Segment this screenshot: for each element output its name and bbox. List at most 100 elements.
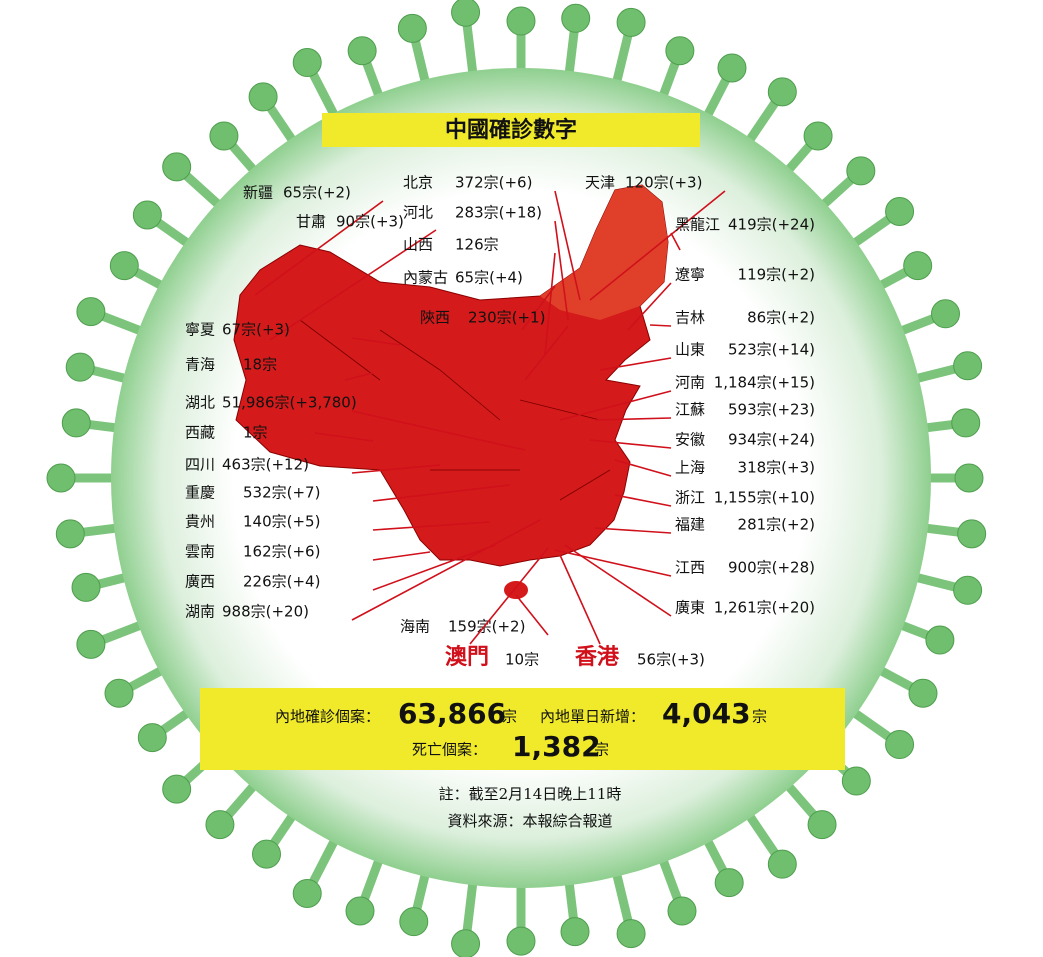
spike-head [55,519,85,549]
region-name: 河北 [403,204,433,222]
spike-head [903,251,933,281]
region-cases: 65宗(+4) [455,269,523,287]
region-name: 陝西 [420,309,450,327]
leader-line [515,594,549,636]
leader-line [544,252,556,356]
region-cases: 1,155宗(+10) [714,489,815,507]
summary-unit: 宗 [752,708,767,726]
leader-line [554,549,672,577]
spike-head [109,251,139,281]
spike-head [292,48,322,78]
region-name: 新疆 [243,184,273,202]
spike-head [957,519,987,549]
region-cases: 10宗 [505,651,539,669]
region-name: 廣西 [185,573,215,591]
summary-label: 內地單日新增： [540,708,645,726]
leader-line [589,190,726,301]
region-cases: 230宗(+1) [468,309,545,327]
leader-line [670,232,681,251]
region-name: 雲南 [185,543,215,561]
region-cases: 86宗(+2) [747,309,815,327]
note: 資料來源：本報綜合報道 [447,812,612,830]
spike-head [560,917,590,947]
spike-head [399,907,429,937]
leader-line [589,439,672,449]
spike-head [953,575,983,605]
region-name: 湖北 [185,394,215,412]
spike-head [930,299,960,329]
spike-head [506,6,536,36]
spike-head [76,297,106,327]
summary-number: 1,382 [512,730,601,763]
map-china [233,184,669,567]
region-cases: 593宗(+23) [728,401,815,419]
leader-line [344,372,374,381]
spike-head [951,408,981,438]
region-name: 甘肅 [296,213,326,231]
leader-line [351,519,541,621]
region-cases: 281宗(+2) [738,516,815,534]
spike-head [767,849,797,879]
spike-head [616,7,646,37]
region-cases: 463宗(+12) [222,456,309,474]
leader-line [351,410,526,451]
region-cases: 318宗(+3) [738,459,815,477]
spike-head [925,625,955,655]
spike-head [841,766,871,796]
spike-head [561,3,591,33]
leader-line [554,220,569,321]
region-cases: 283宗(+18) [455,204,542,222]
leader-line [469,547,549,645]
spike-head [451,0,481,27]
spike-head [347,36,377,66]
spike-head [76,629,106,659]
leader-line [649,324,672,327]
leader-line [594,417,672,421]
region-name: 香港 [575,644,620,670]
spike-head [953,351,983,381]
region-name: 內蒙古 [403,269,448,287]
spike-head [908,678,938,708]
spike-head [397,13,427,43]
leader-line [559,554,601,645]
spike-head [162,152,192,182]
region-cases: 120宗(+3) [625,174,702,192]
region-name: 澳門 [445,644,489,670]
region-cases: 934宗(+24) [728,431,815,449]
spike-head [248,82,278,112]
region-cases: 226宗(+4) [243,573,320,591]
summary-unit: 宗 [502,708,517,726]
summary-label: 死亡個案： [412,741,487,759]
spike-head [767,77,797,107]
leader-line [269,229,437,341]
region-labels: 新疆 65宗(+2) 甘肅 90宗(+3) 北京 372宗(+6) 河北 283宗(+18) 山… [185,174,815,671]
leader-line [372,551,431,561]
spike-head [807,810,837,840]
region-name: 西藏 [185,424,215,442]
leader-line [351,464,441,474]
spike-head [616,919,646,949]
region-cases: 1宗 [243,424,268,442]
region-name: 山西 [403,236,433,254]
region-name: 江蘇 [675,401,705,419]
spike-head [137,723,167,753]
region-name: 江西 [675,559,705,577]
leader-line [372,544,496,591]
region-cases: 162宗(+6) [243,543,320,561]
region-name: 湖南 [185,603,215,621]
region-name: 浙江 [675,489,705,507]
region-cases: 65宗(+2) [283,184,351,202]
leader-line [627,282,672,331]
region-cases: 523宗(+14) [728,341,815,359]
leader-line [351,337,401,346]
spike-head [46,463,76,493]
region-cases: 67宗(+3) [222,321,290,339]
region-cases: 532宗(+7) [243,484,320,502]
region-cases: 119宗(+2) [738,266,815,284]
virus-spikes [46,0,987,957]
summary-number: 4,043 [662,697,751,730]
spike-head [885,730,915,760]
leader-line [314,432,374,442]
leader-line [594,527,672,534]
